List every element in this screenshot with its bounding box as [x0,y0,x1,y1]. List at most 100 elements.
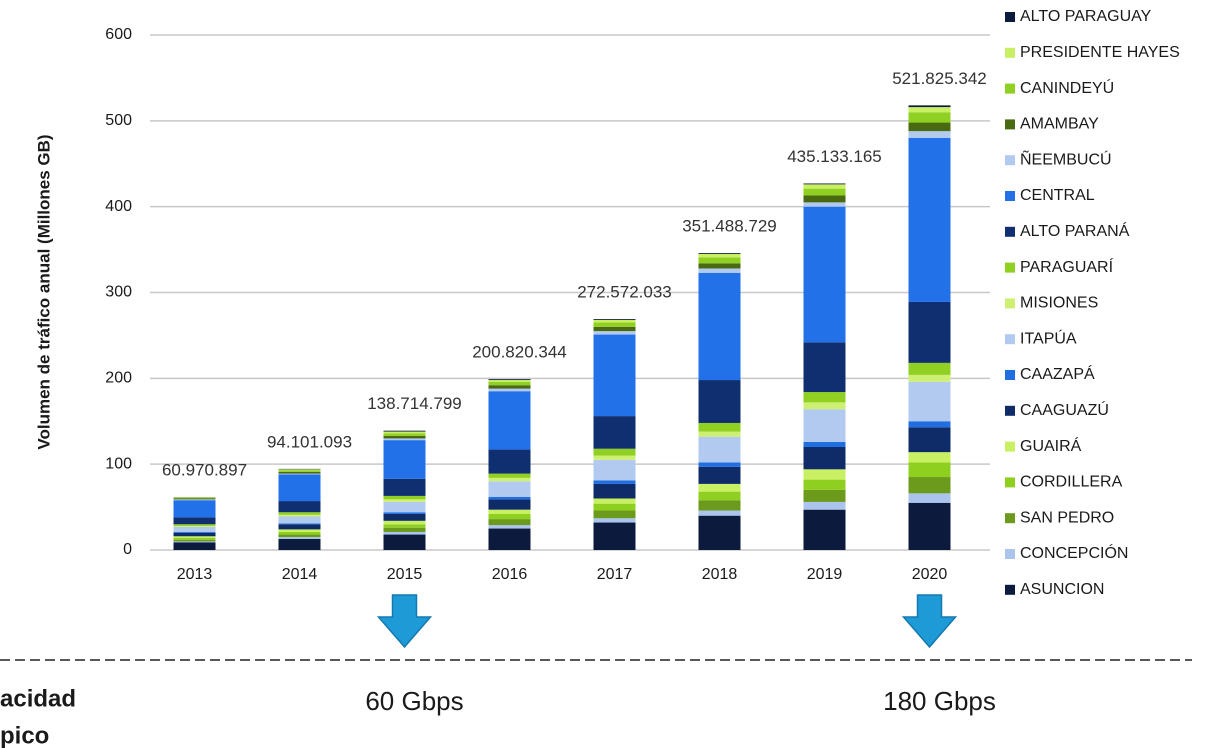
y-axis-label: Volumen de tráfico anual (Millones GB) [34,134,53,449]
x-tick-label: 2020 [912,566,948,583]
bar-segment [488,513,531,520]
bar-segment [908,493,951,503]
bar-segment [383,435,426,439]
bar-segment [173,541,216,543]
legend-swatch [1005,441,1015,452]
legend-swatch [1005,155,1015,166]
bar-segment [383,433,426,436]
bar-segment [383,531,426,535]
bar-segment [803,206,846,343]
bar-segment [803,184,846,189]
bar-segment [908,462,951,478]
legend-swatch [1005,584,1015,595]
bar-segment [593,522,636,550]
bar-segment [593,448,636,456]
bar-segment [908,138,951,302]
bar-segment [173,498,216,500]
legend-label: ÑEEMBUCÚ [1020,148,1112,168]
bar-segment [803,479,846,490]
legend-label: ITAPÚA [1020,328,1077,347]
bar-segment [698,436,741,463]
arrow [901,594,958,649]
bar-segment [383,501,426,513]
bar-segment [593,483,636,499]
bar-segment [803,469,846,480]
x-tick-label: 2013 [177,566,213,583]
bar-segment [908,105,951,108]
y-tick-label: 400 [105,198,132,215]
bar-segment [593,503,636,511]
bar-segment [278,512,321,515]
bar-segment [278,524,321,530]
bar-segment [698,483,741,492]
bar-segment [488,477,531,482]
capacity-label: 180 Gbps [883,686,996,716]
bar-segment [908,122,951,132]
bar-segment [698,253,741,258]
bar-segment [908,502,951,550]
bar-segment [173,526,216,532]
bar-segment [593,498,636,504]
bar-segment [698,263,741,269]
bar-segment [698,380,741,423]
bar-segment [383,440,426,479]
bar-segment [698,272,741,381]
bar-segment [908,112,951,123]
bar-segment [383,512,426,514]
bar-segment [698,422,741,432]
legend-swatch [1005,191,1015,201]
x-tick-label: 2014 [282,566,318,583]
bar-segment [908,421,951,428]
x-tick-label: 2017 [597,566,633,583]
bar-segment [593,319,636,323]
bar-segment [593,331,636,335]
bar-segment [173,532,216,537]
bar-segment [593,322,636,327]
x-tick-label: 2019 [807,566,843,583]
bar-segment [383,431,426,434]
legend-swatch [1005,47,1015,58]
legend-label: CONCEPCIÓN [1020,543,1128,562]
legend-swatch [1005,549,1015,559]
total-label: 351.488.729 [682,217,777,236]
bar-segment [908,452,951,463]
total-label: 272.572.033 [577,283,672,302]
bar-segment [488,496,531,500]
bar-segment [383,430,426,432]
bar-segment [278,469,321,471]
bar-segment [488,449,531,474]
bar-segment [488,519,531,526]
x-tick-label: 2015 [387,566,423,583]
bar-segment [698,257,741,264]
bar-segment [698,491,741,501]
bar-segment [803,489,846,502]
y-tick-label: 600 [105,26,132,43]
x-tick-label: 2016 [492,566,528,583]
bar-segment [488,379,531,381]
legend-label: PARAGUARÍ [1020,257,1114,276]
bar-segment [173,539,216,542]
legend-swatch [1005,370,1015,380]
legend-swatch [1005,226,1015,237]
bar-segment [383,520,426,525]
bar-segment [173,531,216,533]
bar-segment [908,362,951,375]
legend-label: CANINDEYÚ [1020,78,1114,97]
bar-segment [488,388,531,392]
bar-segment [803,447,846,470]
bar-segment [488,509,531,514]
bar-segment [488,380,531,382]
bar-segment [803,188,846,196]
legend-label: ALTO PARANÁ [1020,221,1130,240]
bar-segment [593,455,636,460]
legend-swatch [1005,262,1015,273]
bar-segment [803,202,846,207]
y-tick-label: 100 [105,455,132,472]
total-label: 60.970.897 [162,461,247,480]
bar-segment [488,528,531,550]
bar-segment [488,499,531,510]
bar-segment [488,525,531,529]
y-tick-label: 300 [105,284,132,301]
bar-segment [803,501,846,510]
bar-segment [383,495,426,500]
